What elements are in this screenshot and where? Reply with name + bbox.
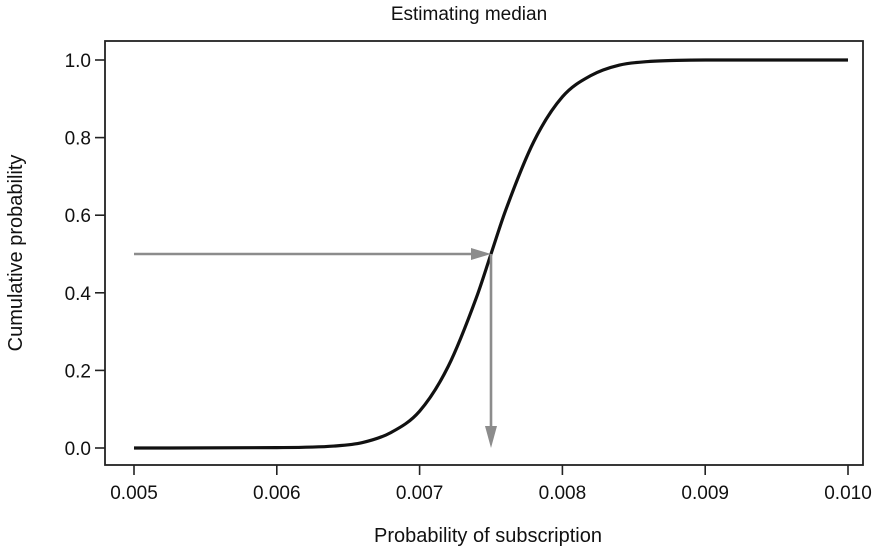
vertical-arrow-head	[485, 426, 497, 448]
y-tick-label: 0.8	[65, 129, 91, 150]
x-tick-label: 0.005	[110, 483, 158, 504]
x-tick-label: 0.008	[539, 483, 587, 504]
x-tick-label: 0.007	[396, 483, 444, 504]
plot-frame	[104, 40, 864, 466]
y-axis: 0.0 0.2 0.4 0.6 0.8 1.0	[65, 51, 105, 460]
y-tick-label: 0.4	[65, 284, 92, 305]
x-tick-label: 0.010	[824, 483, 872, 504]
y-tick-label: 0.2	[65, 361, 91, 382]
median-annotation	[134, 248, 497, 448]
y-tick-label: 0.6	[65, 206, 91, 227]
cdf-curve-line	[133, 58, 848, 450]
x-axis-title: Probability of subscription	[374, 525, 602, 547]
x-axis: 0.005 0.006 0.007 0.008 0.009 0.010	[110, 465, 872, 504]
y-tick-label: 0.0	[65, 439, 91, 460]
chart-title: Estimating median	[391, 4, 547, 25]
y-axis-title: Cumulative probability	[5, 155, 27, 352]
y-tick-label: 1.0	[65, 51, 91, 72]
x-tick-label: 0.009	[681, 483, 729, 504]
horizontal-arrow-head	[471, 248, 491, 260]
x-tick-label: 0.006	[253, 483, 301, 504]
